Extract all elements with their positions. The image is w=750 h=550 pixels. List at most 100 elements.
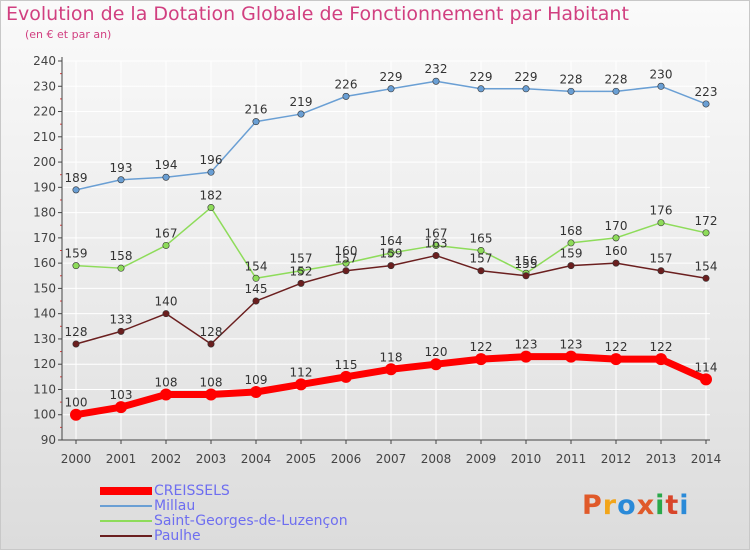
logo-letter: P xyxy=(582,490,603,521)
y-tick-label: 240 xyxy=(33,54,56,68)
data-label: 165 xyxy=(470,232,493,246)
legend-swatch-millau xyxy=(100,505,152,507)
data-label: 229 xyxy=(470,70,493,84)
data-point xyxy=(477,85,485,93)
data-label: 194 xyxy=(155,158,178,172)
data-label: 155 xyxy=(515,257,538,271)
data-point xyxy=(252,118,260,126)
y-tick-label: 160 xyxy=(33,256,56,270)
logo-letter: x xyxy=(636,490,656,521)
logo-letter: r xyxy=(602,490,618,521)
legend-label-saint-georges: Saint-Georges-de-Luzençon xyxy=(154,513,348,529)
y-tick-label: 220 xyxy=(33,105,56,119)
data-label: 128 xyxy=(65,325,88,339)
x-tick-label: 2013 xyxy=(646,452,677,466)
y-tick-label: 130 xyxy=(33,332,56,346)
data-point xyxy=(207,204,215,212)
data-point xyxy=(430,358,442,371)
data-label: 154 xyxy=(245,259,268,273)
data-point xyxy=(522,85,530,93)
data-label: 176 xyxy=(650,204,673,218)
x-tick-label: 2008 xyxy=(421,452,452,466)
data-label: 108 xyxy=(200,376,223,390)
x-tick-label: 2002 xyxy=(151,452,182,466)
data-label: 159 xyxy=(380,247,403,261)
data-label: 159 xyxy=(560,247,583,261)
x-tick-label: 2003 xyxy=(196,452,227,466)
data-label: 164 xyxy=(380,234,403,248)
y-tick-label: 170 xyxy=(33,231,56,245)
data-label: 103 xyxy=(110,388,133,402)
x-tick-label: 2006 xyxy=(331,452,362,466)
data-label: 157 xyxy=(335,252,358,266)
data-point xyxy=(657,82,665,90)
data-point xyxy=(387,262,395,270)
data-label: 133 xyxy=(110,312,133,326)
data-label: 115 xyxy=(335,358,358,372)
data-label: 112 xyxy=(290,365,313,379)
data-point xyxy=(567,87,575,95)
data-point xyxy=(295,378,307,391)
data-point xyxy=(567,262,575,270)
legend-label-creissels: CREISSELS xyxy=(154,483,230,499)
data-point xyxy=(207,340,215,348)
data-label: 159 xyxy=(65,247,88,261)
data-label: 182 xyxy=(200,189,223,203)
data-point xyxy=(387,85,395,93)
data-label: 109 xyxy=(245,373,268,387)
data-label: 168 xyxy=(560,224,583,238)
chart-subtitle: (en € et par an) xyxy=(25,28,112,41)
data-label: 122 xyxy=(470,340,493,354)
data-label: 120 xyxy=(425,345,448,359)
data-label: 228 xyxy=(605,72,628,86)
data-label: 226 xyxy=(335,77,358,91)
data-point xyxy=(72,262,80,270)
data-label: 230 xyxy=(650,67,673,81)
data-label: 157 xyxy=(650,252,673,266)
data-point xyxy=(655,353,667,366)
data-point xyxy=(342,267,350,275)
data-label: 193 xyxy=(110,161,133,175)
data-label: 118 xyxy=(380,350,403,364)
data-label: 189 xyxy=(65,171,88,185)
data-point xyxy=(117,176,125,184)
y-tick-label: 210 xyxy=(33,130,56,144)
legend-swatch-saint-georges xyxy=(100,520,152,522)
chart-title: Evolution de la Dotation Globale de Fonc… xyxy=(6,3,629,25)
x-tick-label: 2004 xyxy=(241,452,272,466)
legend-item-creissels: CREISSELS xyxy=(100,483,400,499)
logo-letter: t xyxy=(665,490,680,521)
data-point xyxy=(520,350,532,363)
data-label: 114 xyxy=(695,360,718,374)
legend-label-paulhe: Paulhe xyxy=(154,528,201,544)
data-point xyxy=(342,92,350,100)
data-point xyxy=(117,264,125,272)
data-point xyxy=(612,259,620,267)
data-point xyxy=(610,353,622,366)
data-label: 160 xyxy=(605,244,628,258)
x-tick-label: 2000 xyxy=(61,452,92,466)
data-point xyxy=(567,239,575,247)
data-label: 158 xyxy=(110,249,133,263)
data-point xyxy=(477,247,485,255)
data-label: 154 xyxy=(695,259,718,273)
proxiti-logo: Proxiti xyxy=(582,490,690,521)
data-label: 167 xyxy=(155,226,178,240)
data-point xyxy=(342,259,350,267)
data-point xyxy=(477,267,485,275)
data-point xyxy=(475,353,487,366)
data-point xyxy=(117,327,125,335)
x-tick-label: 2012 xyxy=(601,452,632,466)
y-tick-label: 190 xyxy=(33,180,56,194)
data-point xyxy=(702,100,710,108)
data-label: 170 xyxy=(605,219,628,233)
data-point xyxy=(340,370,352,383)
data-label: 163 xyxy=(425,237,448,251)
y-tick-label: 200 xyxy=(33,155,56,169)
x-tick-label: 2005 xyxy=(286,452,317,466)
data-point xyxy=(522,272,530,280)
data-label: 157 xyxy=(470,252,493,266)
data-point xyxy=(385,363,397,376)
data-point xyxy=(162,173,170,181)
legend-swatch-creissels xyxy=(100,487,152,495)
